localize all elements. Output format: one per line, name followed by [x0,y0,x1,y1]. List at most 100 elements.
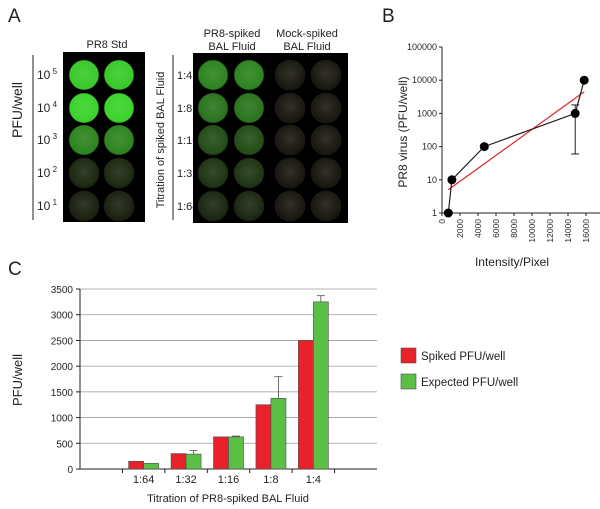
panel-b-xtick-label-7: 14000 [563,219,573,243]
panel-c-ytick-label-6: 3000 [51,311,74,322]
panel-c-ytick-label-7: 3500 [51,285,74,296]
panel-b-xtick-label-5: 10000 [527,219,537,243]
panel-c-bar-expected-1 [143,463,159,470]
mock-well-sheen-r2-c1 [275,93,305,123]
panel-c-bar-expected-2 [185,453,202,470]
std-well-sheen-r3-c2 [104,125,134,155]
panel-c-xlabel: Titration of PR8-spiked BAL Fluid [147,493,309,505]
panel-c-bar-chart: 0 500 1000 1500 2000 2500 3000 3500 1:64 1:32 1:1… [10,285,518,505]
panel-c-ytick-label-3: 1500 [51,388,74,399]
std-well-sheen-r2-c1 [69,93,99,123]
panel-b-series-line [447,80,585,214]
panel-b-point-0 [443,208,453,218]
panel-b-xlabel: Intensity/Pixel [475,255,549,269]
panel-c-ytick-label-5: 2500 [51,336,74,347]
mock-wells [274,59,342,222]
panel-c-marks: 1:64 1:32 1:16 1:8 1:4 [121,295,336,486]
titration-label-1: 1:4 [177,70,192,82]
panel-b-ylabel: PR8 virus (PFU/well) [396,76,410,187]
std-label-1: 10 5 [37,67,58,82]
mock-well-sheen-r4-c2 [311,158,341,188]
std-labels: 10 5 10 4 10 3 10 2 10 1 [37,67,58,213]
panel-a-letter: A [8,6,21,27]
panel-c-xtick-label-4: 1:8 [263,474,278,486]
titration-axis-label: Titration of spiked BAL Fluid [155,72,167,209]
spiked-well-sheen-r5-c1 [198,191,228,221]
panel-c-xtick-label-3: 1:16 [218,474,239,486]
panel-b-ytick-label-1: 10 [427,175,437,185]
spiked-well-sheen-r3-c1 [198,125,228,155]
panel-b-xtick-label-4: 8000 [509,219,519,238]
panel-c-xtick-label-1: 1:64 [133,474,154,486]
std-label-5: 10 1 [37,198,58,213]
panel-b-marks [443,75,589,218]
std-well-sheen-r4-c1 [69,158,99,188]
panel-b-ytick-label-0: 1 [432,208,437,218]
panel-b-standard-curve: 1 10 100 1000 10000 100000 0 2000 4000 6000 8000 10… [396,42,600,269]
panel-c-bar-expected-4 [270,397,287,470]
mock-title-line2: BAL Fluid [283,41,330,53]
std-label-4: 10 2 [37,165,58,180]
panel-a-plate-images: PR8 Std PFU/well 10 5 10 4 10 3 10 2 10 1 Ti… [9,28,348,223]
spiked-well-sheen-r2-c1 [198,93,228,123]
legend-label-expected: Expected PFU/well [421,377,518,389]
mock-well-sheen-r5-c1 [275,191,305,221]
panel-b-point-2 [479,142,489,152]
std-label-3: 10 3 [37,132,58,147]
spiked-title-line1: PR8-spiked [204,28,261,40]
std-well-sheen-r5-c2 [104,191,134,221]
panel-c-legend: Spiked PFU/well Expected PFU/well [400,347,518,390]
panel-c-ylabel: PFU/well [10,354,25,406]
mock-title-line1: Mock-spiked [276,28,338,40]
panel-b-point-4 [579,75,589,85]
panel-b-xtick-label-8: 16000 [581,219,591,243]
spiked-wells [197,59,265,222]
std-well-sheen-r3-c1 [69,125,99,155]
panel-c-letter: C [8,259,22,280]
panel-b-ytick-label-4: 10000 [412,75,437,85]
spiked-well-sheen-r4-c1 [198,158,228,188]
panel-b-xtick-label-3: 6000 [491,219,501,238]
std-well-sheen-r2-c2 [104,93,134,123]
std-well-sheen-r1-c2 [104,60,134,90]
pfu-well-axis-label: PFU/well [9,82,25,138]
titration-label-2: 1:8 [177,103,192,115]
mock-well-sheen-r3-c2 [311,125,341,155]
panel-c-bar-spiked-3 [213,436,229,470]
panel-c-bar-expected-5 [313,301,329,470]
std-wells [68,59,135,222]
mock-well-sheen-r3-c1 [275,125,305,155]
mock-well-sheen-r4-c1 [275,158,305,188]
mock-well-sheen-r1-c2 [311,60,341,90]
spiked-well-sheen-r5-c2 [234,191,264,221]
panel-c-ytick-label-2: 1000 [51,414,74,425]
spiked-well-sheen-r3-c2 [234,125,264,155]
panel-b-ytick-label-3: 1000 [417,108,437,118]
panel-b-xtick-label-0: 0 [437,219,447,224]
std-well-sheen-r5-c1 [69,191,99,221]
std-well-sheen-r1-c1 [69,60,99,90]
legend-swatch-spiked [400,347,417,364]
mock-well-sheen-r5-c2 [311,191,341,221]
panel-c-xtick-label-5: 1:4 [306,474,321,486]
panel-b-fit-line [447,91,585,191]
panel-c-bar-spiked-2 [170,453,187,470]
mock-well-sheen-r1-c1 [275,60,305,90]
std-label-2: 10 4 [37,100,58,115]
panel-c-ytick-label-1: 500 [56,439,73,450]
panel-b-xtick-label-1: 2000 [455,219,465,238]
panel-b-letter: B [382,6,395,27]
mock-well-sheen-r2-c2 [311,93,341,123]
std-well-sheen-r4-c2 [104,158,134,188]
spiked-well-sheen-r1-c2 [234,60,264,90]
panel-b-ytick-label-5: 100000 [407,42,437,52]
panel-b-xtick-label-6: 12000 [545,219,555,243]
panel-c-bar-spiked-4 [255,404,272,470]
panel-b-point-1 [447,175,457,185]
spiked-well-sheen-r2-c2 [234,93,264,123]
panel-b-point-3 [570,108,580,118]
panel-b-ytick-label-2: 100 [422,142,437,152]
panel-c-ytick-label-0: 0 [67,465,73,476]
panel-c-bar-spiked-5 [298,340,314,470]
